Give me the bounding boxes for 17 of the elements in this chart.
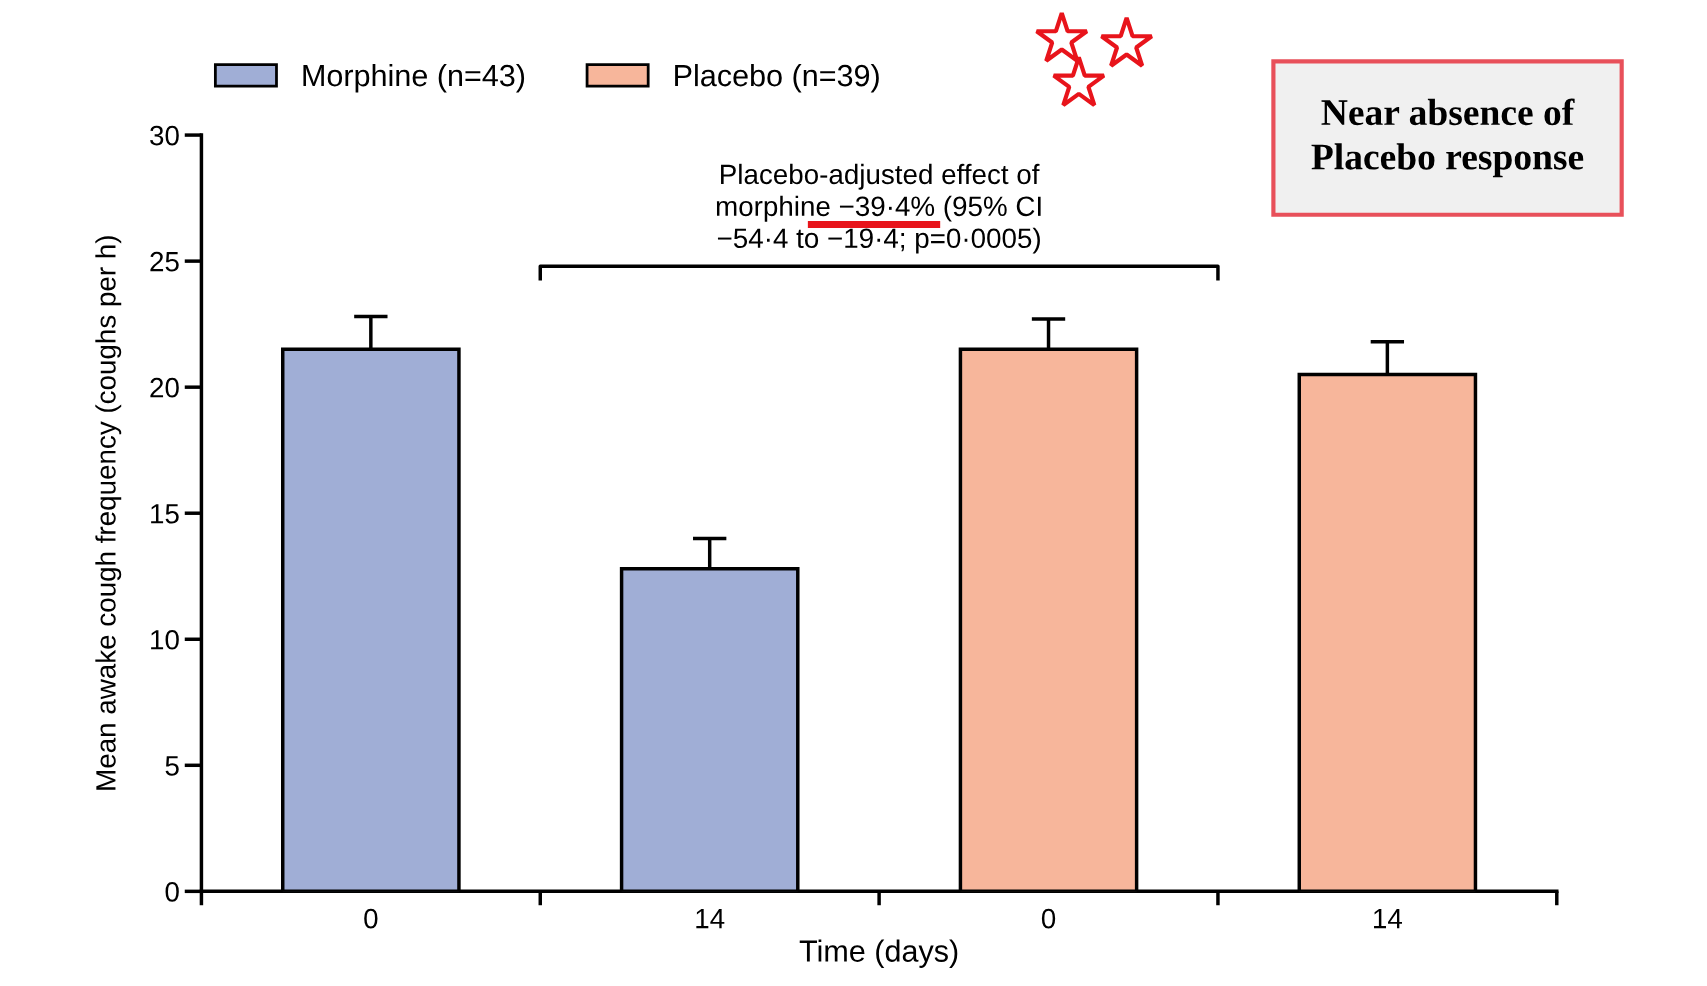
annotation: Near absence of Placebo response xyxy=(1311,98,1584,178)
y-tick-label: 25 xyxy=(150,251,179,272)
y-tick-label: 20 xyxy=(150,377,179,398)
annotation: Placebo-adjusted effect of morphine −39·4% (95% CI −54·4 to −19·4; p=0·0005) xyxy=(716,163,1041,254)
y-axis-title: Mean awake cough frequency (coughs per h) xyxy=(95,236,122,790)
legend-label: Morphine (n=43) xyxy=(303,63,525,93)
y-tick-label: 10 xyxy=(151,629,179,650)
x-tick-label: 0 xyxy=(1041,908,1056,929)
x-tick-label: 0 xyxy=(364,908,378,929)
y-tick-label: 15 xyxy=(151,504,179,524)
y-tick-label: 5 xyxy=(165,756,179,776)
x-tick-label: 14 xyxy=(1374,909,1402,929)
legend-label: Placebo (n=39) xyxy=(675,63,879,93)
x-tick-label: 14 xyxy=(696,909,725,929)
y-tick-label: 30 xyxy=(150,125,179,146)
x-axis-title: Time (days) xyxy=(799,939,958,968)
y-tick-label: 0 xyxy=(165,882,179,902)
